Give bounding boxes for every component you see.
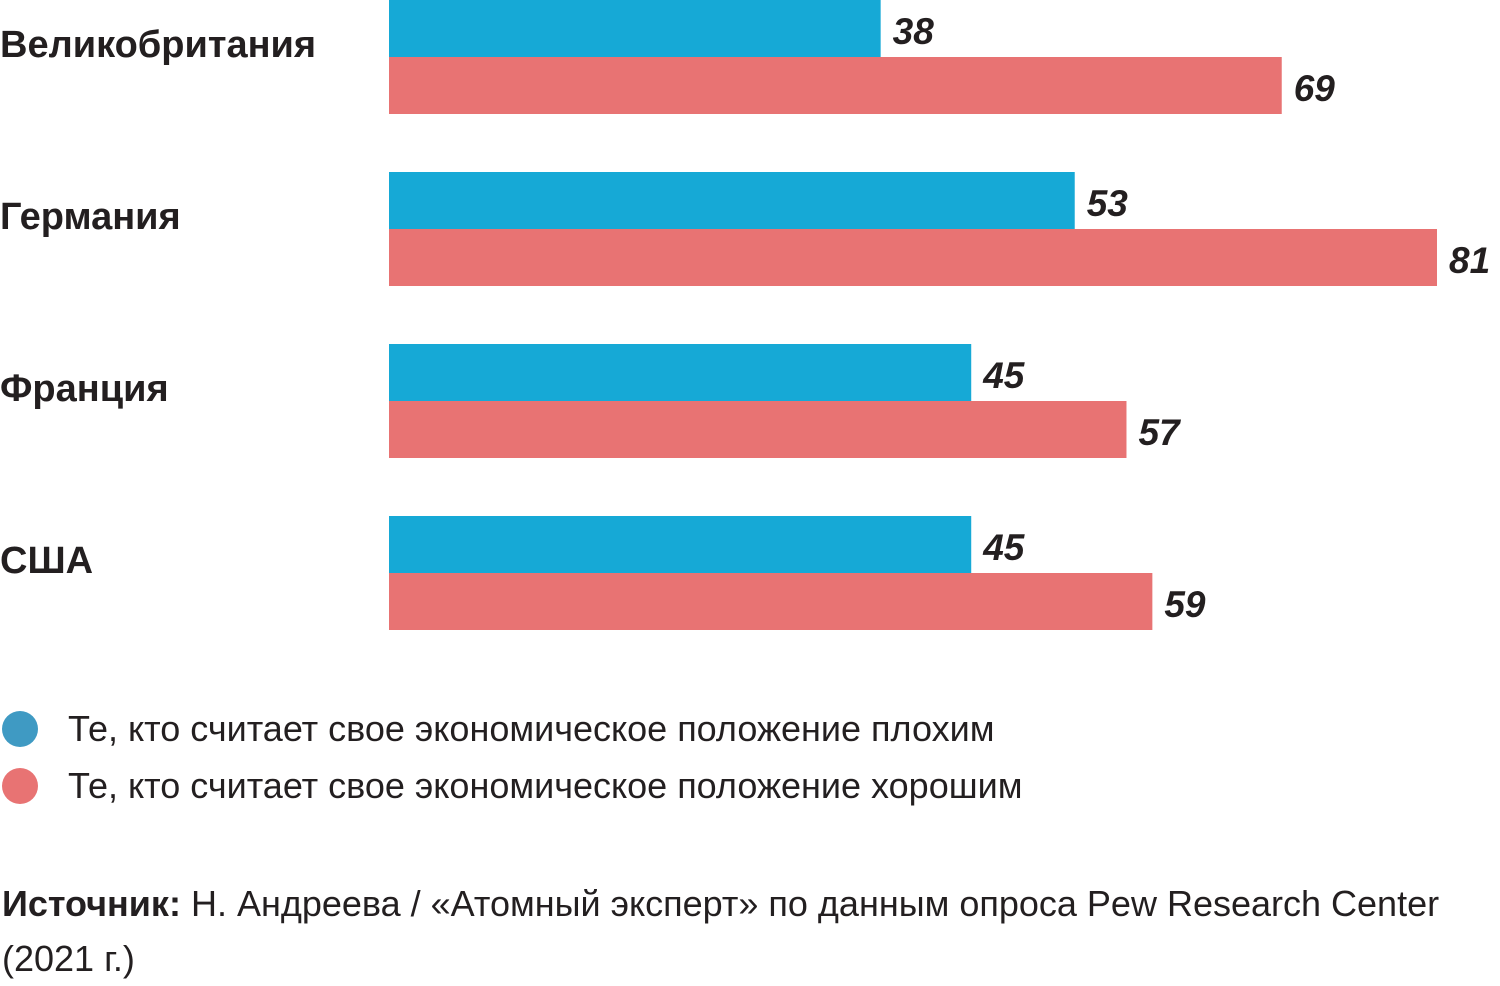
category-label: Великобритания: [0, 24, 316, 66]
category-label: Германия: [0, 196, 181, 238]
category-label: Франция: [0, 368, 169, 410]
bar-bad: [389, 516, 972, 573]
value-label: 45: [982, 527, 1026, 568]
legend-label-good: Те, кто считает свое экономическое полож…: [68, 764, 1023, 806]
bar-bad: [389, 172, 1075, 229]
category-label: США: [0, 540, 93, 582]
bar-chart: Великобритания 38 69 Германия 53 81 Франция 45 5…: [0, 0, 1490, 630]
value-label: 53: [1087, 183, 1129, 224]
legend-item-good: Те, кто считает свое экономическое полож…: [0, 757, 1022, 814]
legend-label-bad: Те, кто считает свое экономическое полож…: [68, 707, 995, 749]
legend-item-bad: Те, кто считает свое экономическое полож…: [0, 700, 1022, 757]
legend: Те, кто считает свое экономическое полож…: [0, 700, 1022, 814]
legend-dot-good-icon: [2, 767, 38, 804]
value-label: 81: [1449, 240, 1490, 281]
source-label: Источник:: [2, 883, 181, 924]
bar-good: [389, 573, 1153, 630]
bar-bad: [389, 0, 881, 57]
bar-good: [389, 229, 1437, 286]
source-text: Н. Андреева / «Атомный эксперт» по данны…: [2, 883, 1440, 979]
value-label: 59: [1164, 584, 1206, 625]
value-label: 45: [982, 355, 1026, 396]
bar-good: [389, 401, 1127, 458]
value-label: 69: [1294, 68, 1336, 109]
legend-dot-bad-icon: [2, 710, 38, 747]
value-label: 57: [1138, 412, 1182, 453]
bar-good: [389, 57, 1282, 114]
value-label: 38: [893, 11, 935, 52]
source-note: Источник: Н. Андреева / «Атомный эксперт…: [2, 876, 1472, 986]
bar-bad: [389, 344, 972, 401]
